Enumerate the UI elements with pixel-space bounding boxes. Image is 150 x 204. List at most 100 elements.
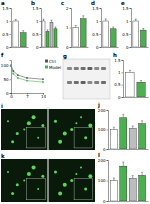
tick: 1.5	[2, 6, 11, 11]
tick-mark	[122, 60, 124, 61]
tick-label: 100	[98, 178, 106, 183]
cell	[63, 183, 67, 187]
cell	[27, 121, 31, 125]
tick: 0	[103, 199, 108, 204]
error-bar	[105, 19, 107, 21]
tick-label: 2	[66, 6, 69, 11]
tick-mark	[107, 181, 109, 182]
tick: 1	[6, 19, 11, 24]
cell	[41, 175, 44, 178]
cell	[11, 192, 14, 195]
cell	[54, 120, 57, 123]
cell	[11, 140, 14, 143]
error-stem	[55, 27, 56, 29]
inset-box	[74, 178, 93, 200]
bar	[120, 118, 127, 149]
error-stem	[113, 178, 114, 180]
blot-band	[67, 67, 72, 70]
tick-mark	[122, 97, 124, 98]
tick-mark	[107, 201, 109, 202]
image-panel: k	[1, 153, 95, 202]
tick-mark	[40, 34, 42, 35]
marker	[42, 78, 44, 80]
inset-box	[27, 127, 46, 148]
tick: 1.5	[114, 58, 123, 63]
axis-line	[124, 97, 149, 98]
error-stem	[43, 19, 44, 21]
bar	[110, 130, 117, 150]
error-bar	[113, 178, 115, 180]
cell	[37, 137, 39, 139]
error-bar	[122, 162, 124, 166]
axis-line	[132, 47, 149, 48]
panel-label: i	[1, 103, 3, 109]
tick-label: 0.5	[114, 82, 121, 87]
bar	[120, 166, 127, 201]
tick-mark	[40, 47, 42, 48]
tick-label: 1.5	[92, 6, 99, 11]
tick-mark	[107, 130, 109, 131]
blot-band	[74, 67, 79, 70]
error-bar	[140, 80, 142, 82]
bar-chart: 00.511.5a	[1, 0, 29, 50]
image-panel: i	[1, 103, 95, 150]
plot-area	[126, 70, 145, 97]
tick-label: 0.5	[32, 32, 39, 37]
cell	[23, 180, 25, 182]
tick: 1	[66, 25, 71, 30]
cell	[41, 124, 44, 127]
bar	[80, 19, 86, 47]
tick: 0	[126, 45, 131, 50]
cell	[23, 129, 25, 131]
tick: 1	[118, 70, 123, 75]
panel-label: c	[61, 0, 64, 6]
tick-mark	[130, 34, 132, 35]
error-stem	[113, 27, 114, 29]
axis-line	[122, 61, 124, 98]
error-cap	[142, 28, 144, 29]
tick-mark	[70, 28, 72, 29]
tick: 7	[26, 93, 29, 99]
error-bar	[112, 27, 114, 29]
bar	[46, 31, 49, 47]
bar-chart: 00.511.5b	[31, 0, 59, 50]
tick: 200	[98, 158, 108, 163]
blot-background	[63, 59, 110, 99]
y-axis: 0100200	[98, 108, 109, 152]
cell	[32, 166, 36, 170]
error-bar	[82, 16, 84, 19]
tick: 0.5	[32, 32, 41, 37]
plot-area	[103, 19, 116, 47]
error-stem	[142, 172, 143, 175]
tick-mark	[100, 34, 102, 35]
tick-label: 7	[26, 94, 29, 99]
tick-mark	[100, 47, 102, 48]
error-stem	[105, 19, 106, 21]
cell	[70, 179, 73, 182]
plot-area	[133, 19, 146, 47]
bar	[50, 22, 53, 47]
micrograph	[49, 159, 96, 202]
tick: 0	[36, 45, 41, 50]
tick-label: 0	[96, 45, 99, 50]
error-cap	[113, 127, 115, 128]
cell	[7, 120, 9, 122]
cell	[80, 116, 82, 118]
cell	[27, 172, 31, 176]
tick-mark	[130, 47, 132, 48]
error-stem	[15, 19, 16, 21]
bar-chart: 0100200j	[97, 102, 149, 152]
tick: 0.5	[92, 32, 101, 37]
tick-label: 0	[103, 147, 106, 152]
plot-area	[42, 19, 57, 47]
error-cap	[112, 26, 114, 27]
tick: 1.5	[32, 6, 41, 11]
tick-label: 0.5	[92, 32, 99, 37]
bar	[129, 129, 136, 149]
tick: 1.5	[92, 6, 101, 11]
error-cap	[55, 26, 57, 27]
cell	[16, 132, 19, 135]
legend-swatch	[45, 66, 48, 69]
blot-band	[81, 67, 86, 70]
axis-line	[12, 47, 29, 48]
